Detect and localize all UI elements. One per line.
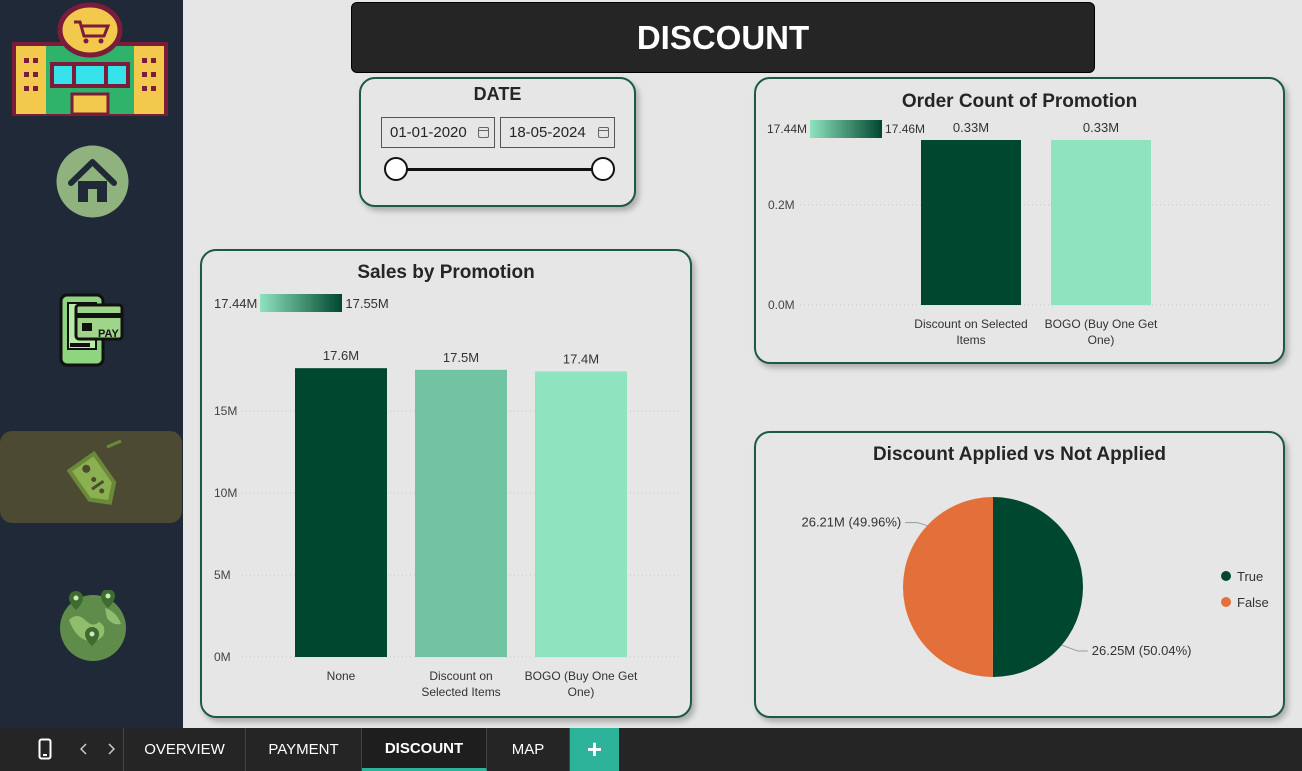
date-range-start-handle[interactable] <box>384 157 408 181</box>
start-date-input[interactable]: 01-01-2020 <box>381 117 495 148</box>
sales-by-promotion-card: Sales by Promotion 17.44M 17.55M 0M 5M 10M… <box>200 249 692 718</box>
payment-icon: PAY <box>59 293 124 367</box>
tab-divider <box>123 728 124 771</box>
legend-label: True <box>1237 569 1263 584</box>
pie-leader-line <box>905 522 928 527</box>
data-label: 17.4M <box>563 351 599 366</box>
pie-data-label: 26.25M (50.04%) <box>1092 643 1192 658</box>
sales-bar-chart: 0M 5M 10M 15M 17.6M None 17.5M Discount on Selec… <box>214 348 680 699</box>
store-logo-icon <box>12 2 168 116</box>
data-label: 17.6M <box>323 348 359 363</box>
data-label: 0.33M <box>953 120 989 135</box>
calendar-icon[interactable] <box>598 127 609 138</box>
calendar-icon[interactable] <box>478 127 489 138</box>
start-date-value: 01-01-2020 <box>390 124 467 141</box>
y-tick-label: 0M <box>214 650 231 664</box>
discount-applied-card: Discount Applied vs Not Applied 26.25M (… <box>754 431 1285 718</box>
x-tick-label: Selected Items <box>421 685 500 699</box>
nav-map[interactable] <box>55 589 130 662</box>
pie-data-label: 26.21M (49.96%) <box>801 515 901 530</box>
pie-slice <box>902 497 993 677</box>
date-filter-title: DATE <box>473 84 522 104</box>
home-icon <box>56 145 129 218</box>
x-tick-label: Discount on <box>429 669 492 683</box>
order-count-card: Order Count of Promotion 17.44M 17.46M 0… <box>754 77 1285 364</box>
bar <box>1051 140 1151 305</box>
tab-payment[interactable]: PAYMENT <box>246 728 362 771</box>
data-label: 0.33M <box>1083 120 1119 135</box>
y-tick-label: 10M <box>214 486 237 500</box>
x-tick-label: Discount on Selected <box>914 317 1027 331</box>
end-date-input[interactable]: 18-05-2024 <box>500 117 615 148</box>
x-tick-label: One) <box>568 685 595 699</box>
bar <box>921 140 1021 305</box>
y-tick-label: 5M <box>214 568 231 582</box>
sales-legend-min: 17.44M <box>214 295 258 311</box>
x-tick-label: One) <box>1088 333 1115 347</box>
previous-page-icon[interactable] <box>80 743 88 755</box>
bar <box>535 371 627 657</box>
sales-color-legend: 17.44M 17.55M <box>214 294 389 312</box>
x-tick-label: BOGO (Buy One Get <box>525 669 638 683</box>
pie-leader-line <box>1061 644 1088 652</box>
tab-overview[interactable]: OVERVIEW <box>124 728 246 771</box>
page-title: DISCOUNT <box>351 2 1095 73</box>
page-tab-bar: OVERVIEW PAYMENT DISCOUNT MAP + <box>0 728 1302 771</box>
legend-marker <box>1221 571 1231 581</box>
bar <box>415 369 507 657</box>
date-filter-card: DATE 01-01-2020 18-05-2024 <box>359 77 636 207</box>
sales-chart-title: Sales by Promotion <box>357 262 535 283</box>
phone-icon[interactable] <box>38 738 52 760</box>
y-tick-label: 0.0M <box>768 298 795 312</box>
pie-chart-title: Discount Applied vs Not Applied <box>872 444 1167 465</box>
data-label: 17.5M <box>443 350 479 365</box>
sidebar: PAY <box>0 0 183 728</box>
order-legend-max: 17.46M <box>885 122 926 136</box>
order-color-legend: 17.44M 17.46M <box>767 120 925 138</box>
nav-discount[interactable] <box>0 431 182 523</box>
legend-label: False <box>1237 595 1269 610</box>
sales-legend-gradient <box>260 294 343 312</box>
tab-map[interactable]: MAP <box>487 728 570 771</box>
legend-marker <box>1221 597 1231 607</box>
nav-payment[interactable]: PAY <box>58 293 128 367</box>
next-page-icon[interactable] <box>107 743 115 755</box>
pie-slice <box>992 497 1083 677</box>
x-tick-label: Items <box>956 333 985 347</box>
date-range-slider-track[interactable] <box>396 168 603 171</box>
order-chart-title: Order Count of Promotion <box>901 91 1138 112</box>
tab-discount[interactable]: DISCOUNT <box>362 728 487 771</box>
order-legend-min: 17.44M <box>767 122 808 136</box>
discount-tag-icon <box>66 439 122 505</box>
add-page-button[interactable]: + <box>570 728 619 771</box>
order-legend-gradient <box>810 120 883 138</box>
bar <box>295 368 387 657</box>
order-bar-chart: 0.0M 0.2M 0.33M Discount on Selected Items 0.… <box>768 120 1271 347</box>
sales-legend-max: 17.55M <box>345 295 389 311</box>
end-date-value: 18-05-2024 <box>509 124 586 141</box>
svg-text:PAY: PAY <box>98 328 119 340</box>
y-tick-label: 0.2M <box>768 198 795 212</box>
map-globe-icon <box>60 589 126 661</box>
x-tick-label: BOGO (Buy One Get <box>1045 317 1158 331</box>
date-range-end-handle[interactable] <box>591 157 615 181</box>
discount-pie-chart: 26.25M (50.04%) 26.21M (49.96%) True False <box>801 497 1269 677</box>
nav-home[interactable] <box>56 145 129 218</box>
x-tick-label: None <box>327 669 356 683</box>
y-tick-label: 15M <box>214 404 237 418</box>
